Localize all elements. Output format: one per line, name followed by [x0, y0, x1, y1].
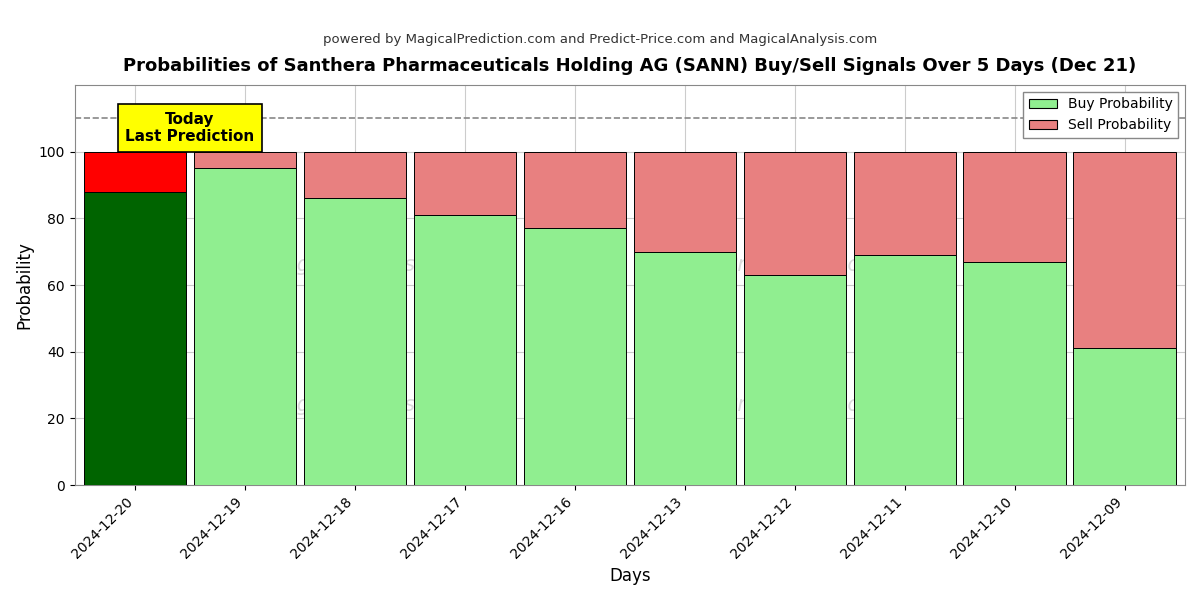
- Bar: [414, 215, 516, 485]
- Y-axis label: Probability: Probability: [16, 241, 34, 329]
- Bar: [84, 191, 186, 485]
- Bar: [634, 152, 736, 251]
- Text: MagicalPrediction.com: MagicalPrediction.com: [646, 395, 881, 415]
- Bar: [744, 275, 846, 485]
- Bar: [744, 152, 846, 275]
- Title: Probabilities of Santhera Pharmaceuticals Holding AG (SANN) Buy/Sell Signals Ove: Probabilities of Santhera Pharmaceutical…: [124, 57, 1136, 75]
- Text: MagicalAnalysis.com: MagicalAnalysis.com: [266, 255, 482, 275]
- Bar: [523, 152, 626, 229]
- Bar: [194, 168, 296, 485]
- X-axis label: Days: Days: [610, 567, 650, 585]
- Text: MagicalAnalysis.com: MagicalAnalysis.com: [266, 395, 482, 415]
- Text: Today
Last Prediction: Today Last Prediction: [126, 112, 254, 145]
- Bar: [853, 152, 955, 255]
- Bar: [84, 152, 186, 191]
- Bar: [304, 199, 406, 485]
- Bar: [1074, 152, 1176, 349]
- Legend: Buy Probability, Sell Probability: Buy Probability, Sell Probability: [1024, 92, 1178, 138]
- Bar: [523, 229, 626, 485]
- Text: MagicalPrediction.com: MagicalPrediction.com: [646, 255, 881, 275]
- Bar: [964, 152, 1066, 262]
- Bar: [853, 255, 955, 485]
- Bar: [304, 152, 406, 199]
- Bar: [1074, 349, 1176, 485]
- Bar: [964, 262, 1066, 485]
- Bar: [194, 152, 296, 168]
- Bar: [414, 152, 516, 215]
- Text: powered by MagicalPrediction.com and Predict-Price.com and MagicalAnalysis.com: powered by MagicalPrediction.com and Pre…: [323, 32, 877, 46]
- Bar: [634, 251, 736, 485]
